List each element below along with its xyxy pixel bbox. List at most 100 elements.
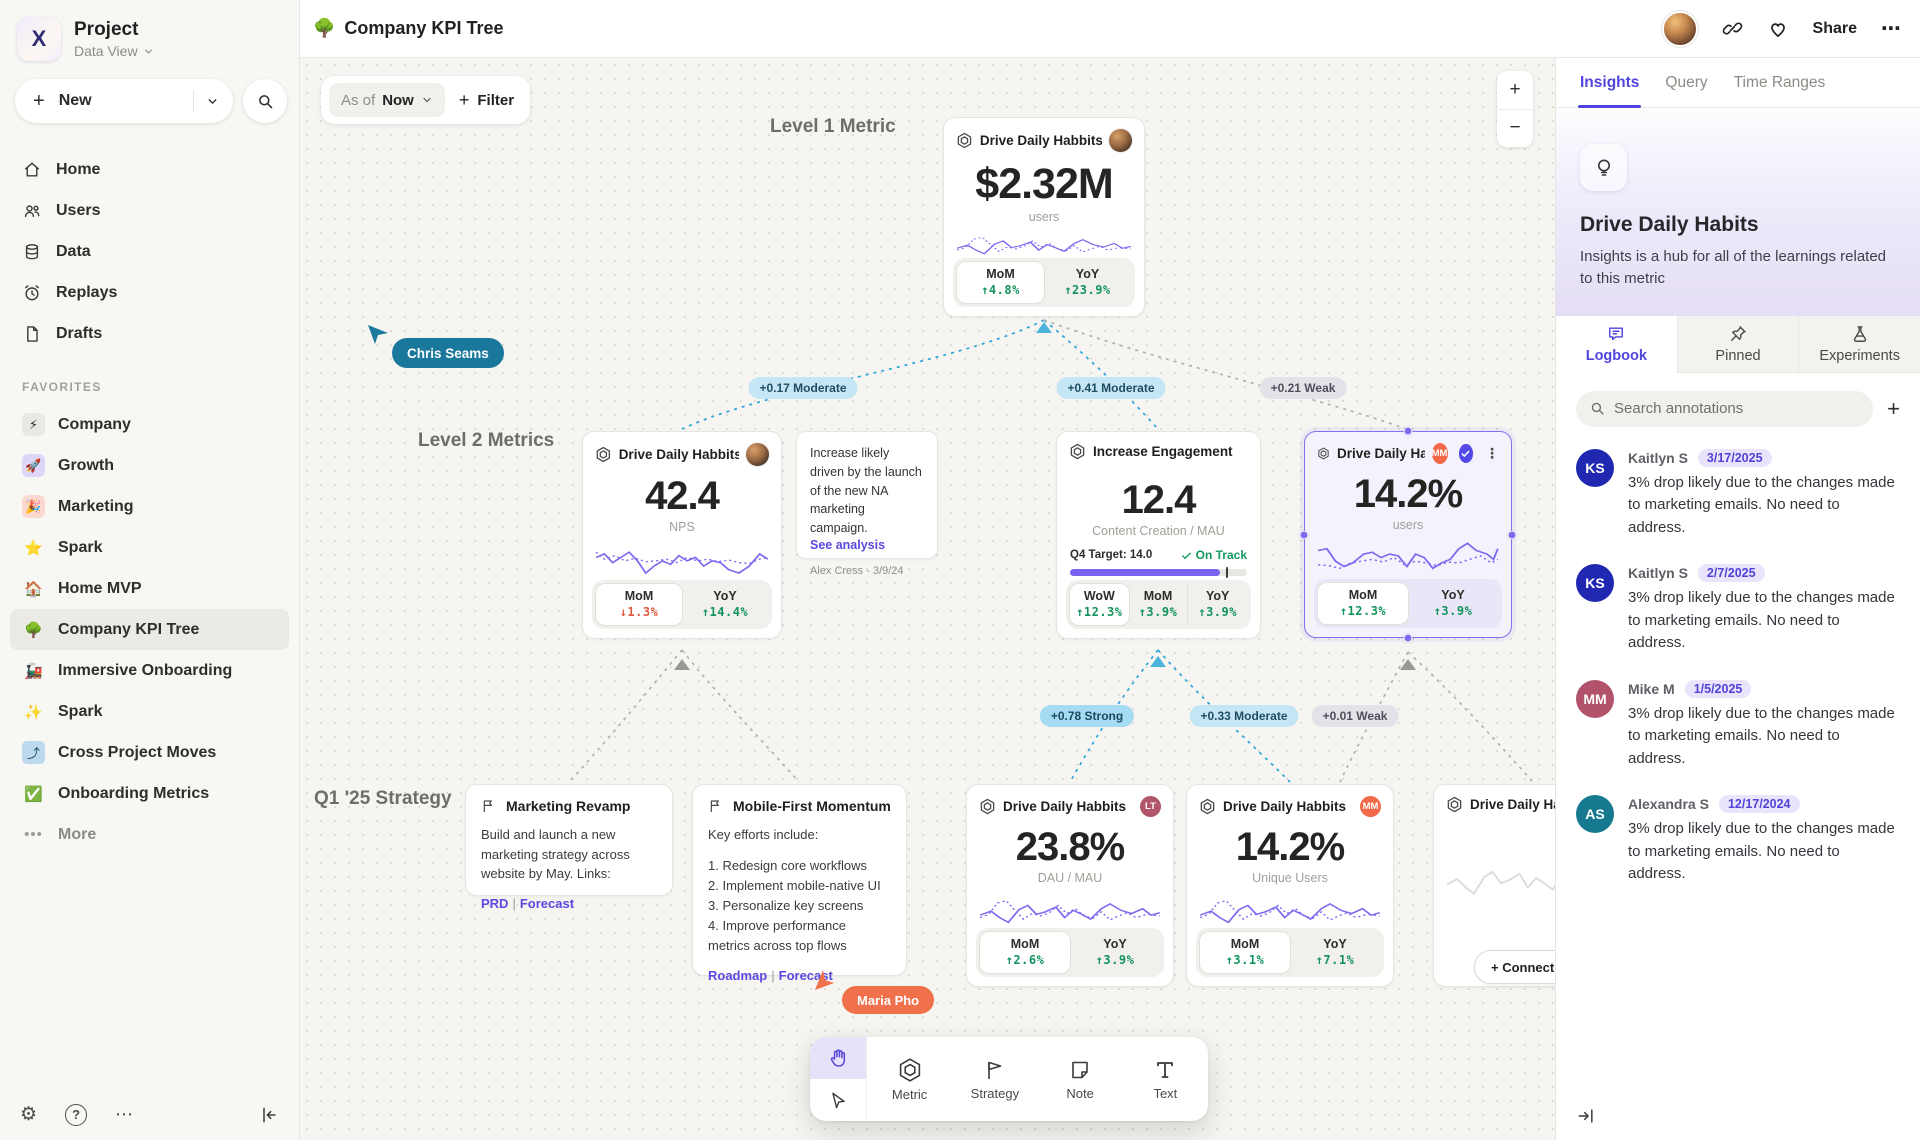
kebab-menu-icon[interactable]: ⋮ (1485, 445, 1499, 461)
metric-card-engagement[interactable]: Increase Engagement 12.4 Content Creatio… (1056, 431, 1261, 639)
search-annotations-input[interactable] (1576, 390, 1874, 427)
link-icon[interactable] (1722, 18, 1743, 39)
sidebar-item-spark[interactable]: ⭐ Spark (10, 527, 289, 568)
metric-card-title: Drive Daily Habbits (618, 447, 740, 462)
subtab-pinned[interactable]: Pinned (1676, 315, 1799, 373)
help-icon[interactable]: ? (65, 1103, 88, 1126)
stat-chip-yoy[interactable]: YoY ↑3.9% (1070, 932, 1160, 973)
annotation-item[interactable]: AS Alexandra S 12/17/2024 3% drop likely… (1576, 795, 1900, 886)
sidebar-item-onboarding-metrics[interactable]: ✅ Onboarding Metrics (10, 773, 289, 814)
stat-chip-mom[interactable]: MoM ↑2.6% (980, 932, 1070, 973)
tab-insights[interactable]: Insights (1577, 58, 1642, 108)
metric-card-partial[interactable]: Drive Daily Hab + Connect (1433, 784, 1555, 987)
stat-chip-yoy[interactable]: YoY ↑3.9% (1408, 583, 1498, 624)
stat-chip-mom[interactable]: MoM ↑3.9% (1129, 584, 1188, 625)
sidebar-item-growth[interactable]: 🚀 Growth (10, 445, 289, 486)
hand-tool-button[interactable] (810, 1037, 866, 1079)
more-options-icon[interactable]: ⋯ (115, 1104, 135, 1124)
selection-handle[interactable] (1403, 633, 1413, 643)
stat-label: YoY (1441, 588, 1465, 602)
strategy-card-marketing-revamp[interactable]: Marketing Revamp Build and launch a new … (465, 784, 673, 911)
edge-weight-pill: +0.21 Weak (1259, 377, 1347, 399)
stat-chip-wow[interactable]: WoW ↑12.3% (1070, 584, 1129, 625)
sidebar-item-home[interactable]: Home (0, 149, 299, 190)
collapse-sidebar-icon[interactable] (259, 1105, 279, 1125)
project-switcher[interactable]: X Project Data View (0, 0, 299, 61)
stat-chip-mom[interactable]: MoM ↑12.3% (1318, 583, 1408, 624)
selection-handle[interactable] (1299, 530, 1309, 540)
note-tool-button[interactable]: Note (1038, 1037, 1123, 1121)
add-annotation-button[interactable]: + (1887, 395, 1900, 421)
more-menu-icon[interactable]: ⋯ (1881, 18, 1902, 40)
select-tool-button[interactable] (810, 1079, 866, 1121)
sidebar-item-marketing[interactable]: 🎉 Marketing (10, 486, 289, 527)
sparkline-chart (1317, 542, 1499, 570)
user-avatar[interactable] (1661, 10, 1698, 47)
project-view-dropdown[interactable]: Data View (74, 43, 154, 59)
sidebar-item-drafts[interactable]: Drafts (0, 313, 299, 354)
add-filter-button[interactable]: + Filter (459, 90, 514, 111)
prd-link[interactable]: PRD (481, 895, 509, 911)
stat-chip-yoy[interactable]: YoY ↑23.9% (1044, 262, 1131, 303)
annotation-item[interactable]: MM Mike M 1/5/2025 3% drop likely due to… (1576, 679, 1900, 771)
tab-time-ranges[interactable]: Time Ranges (1733, 73, 1826, 91)
zoom-out-button[interactable]: − (1497, 108, 1533, 148)
annotation-date: 12/17/2024 (1718, 795, 1800, 813)
forecast-link[interactable]: Forecast (519, 895, 575, 911)
stat-chip-mom[interactable]: MoM ↑4.8% (957, 262, 1044, 303)
sidebar-item-immersive-onboarding[interactable]: 🚂 Immersive Onboarding (10, 650, 289, 691)
stat-chip-mom[interactable]: MoM ↑3.1% (1200, 932, 1290, 973)
metric-card-dau-mau[interactable]: Drive Daily Habbits LT 23.8% DAU / MAU M… (966, 784, 1174, 987)
annotation-item[interactable]: KS Kaitlyn S 3/17/2025 3% drop likely du… (1576, 448, 1900, 540)
zoom-in-button[interactable]: + (1509, 78, 1521, 100)
stat-chip-yoy[interactable]: YoY ↑14.4% (682, 584, 768, 625)
metric-unit: Unique Users (1252, 871, 1328, 885)
sidebar-item-company[interactable]: ⚡ Company (10, 404, 289, 445)
annotation-date: 3/17/2025 (1697, 448, 1772, 467)
note-card[interactable]: Increase likely driven by the launch of … (796, 431, 938, 577)
text-tool-button[interactable]: Text (1123, 1037, 1208, 1121)
see-analysis-link[interactable]: See analysis (810, 537, 886, 552)
tool-label: Text (1153, 1085, 1178, 1101)
replay-icon (25, 284, 39, 300)
metric-card-selected[interactable]: Drive Daily Habb.. MM ⋮ 14.2% users (1304, 431, 1512, 638)
selection-handle[interactable] (1507, 530, 1517, 540)
heart-icon[interactable] (1767, 18, 1789, 40)
metric-card-level1[interactable]: Drive Daily Habbits $2.32M users MoM ↑4.… (943, 117, 1145, 317)
tab-query[interactable]: Query (1665, 73, 1708, 91)
sidebar-item-users[interactable]: Users (0, 190, 299, 231)
subtab-logbook[interactable]: Logbook (1556, 315, 1677, 373)
as-of-dropdown[interactable]: As of Now (329, 83, 445, 117)
chevron-down-icon[interactable] (206, 95, 219, 108)
strategy-card-mobile-first[interactable]: Mobile-First Momentum Key efforts includ… (692, 784, 907, 983)
metric-hexagon-icon (1200, 798, 1215, 815)
sparkline-chart (956, 236, 1132, 255)
annotation-item[interactable]: KS Kaitlyn S 2/7/2025 3% drop likely due… (1576, 564, 1900, 655)
kpi-tree-canvas[interactable]: As of Now + Filter + − Level 1 Metric Le… (300, 58, 1555, 1140)
metric-card-nps[interactable]: Drive Daily Habbits 42.4 NPS MoM ↓1.3% (582, 431, 782, 639)
sidebar-item-spark-2[interactable]: ✨ Spark (10, 691, 289, 732)
stat-chip-mom[interactable]: MoM ↓1.3% (596, 584, 682, 625)
selection-handle[interactable] (1403, 426, 1413, 436)
sidebar-item-cross-project-moves[interactable]: ⤴ Cross Project Moves (10, 732, 289, 773)
strategy-tool-button[interactable]: Strategy (952, 1037, 1037, 1121)
connect-button[interactable]: + Connect (1474, 950, 1555, 984)
sidebar-item-home-mvp[interactable]: 🏠 Home MVP (10, 568, 289, 609)
roadmap-link[interactable]: Roadmap (708, 968, 768, 984)
collapse-panel-icon[interactable] (1576, 1106, 1596, 1126)
share-button[interactable]: Share (1812, 19, 1857, 37)
sidebar-item-more[interactable]: ••• More (10, 814, 289, 855)
search-icon (1591, 402, 1604, 415)
stat-chip-yoy[interactable]: YoY ↑3.9% (1187, 584, 1247, 625)
sidebar-item-data[interactable]: Data (0, 231, 299, 272)
settings-gear-icon[interactable]: ⚙ (20, 1104, 38, 1125)
stat-chip-yoy[interactable]: YoY ↑7.1% (1290, 932, 1380, 973)
sidebar-item-company-kpi-tree[interactable]: 🌳 Company KPI Tree (10, 609, 289, 650)
search-button[interactable] (243, 79, 287, 123)
new-button[interactable]: + New (15, 79, 233, 123)
metric-tool-button[interactable]: Metric (867, 1037, 952, 1121)
metric-card-unique-users[interactable]: Drive Daily Habbits MM 14.2% Unique User… (1186, 784, 1394, 987)
annotation-author: Alexandra S (1628, 796, 1709, 812)
subtab-experiments[interactable]: Experiments (1798, 315, 1920, 373)
sidebar-item-replays[interactable]: Replays (0, 272, 299, 313)
